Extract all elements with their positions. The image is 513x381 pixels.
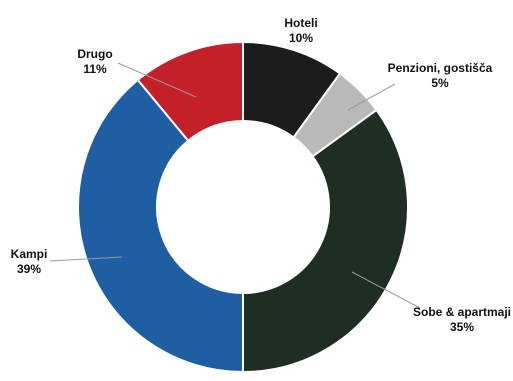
- leader-line-kampi: [49, 256, 123, 262]
- slice-label-hoteli: Hoteli: [284, 16, 317, 30]
- leader-line-drugo: [117, 62, 197, 98]
- leader-line-sobe-and-apartmaji: [351, 271, 421, 309]
- slice-drugo: [136, 40, 244, 143]
- slice-value-sobe-and-apartmaji: 35%: [450, 320, 474, 334]
- slice-label-drugo: Drugo: [77, 47, 112, 61]
- slice-value-drugo: 11%: [83, 62, 107, 76]
- slice-value-penzioni-gostisca: 5%: [431, 76, 449, 90]
- slice-label-kampi: Kampi: [11, 247, 48, 261]
- slice-kampi: [77, 78, 244, 374]
- leader-line-penzioni-gostisca: [347, 83, 396, 111]
- leader-lines-layer: [49, 62, 421, 309]
- slice-sobe-and-apartmaji: [242, 108, 409, 374]
- slice-label-sobe-and-apartmaji: Sobe & apartmaji: [413, 305, 511, 319]
- slices-layer: [77, 40, 409, 374]
- slice-label-penzioni-gostisca: Penzioni, gostišča: [388, 61, 493, 75]
- slice-value-hoteli: 10%: [289, 31, 313, 45]
- slice-value-kampi: 39%: [17, 262, 41, 276]
